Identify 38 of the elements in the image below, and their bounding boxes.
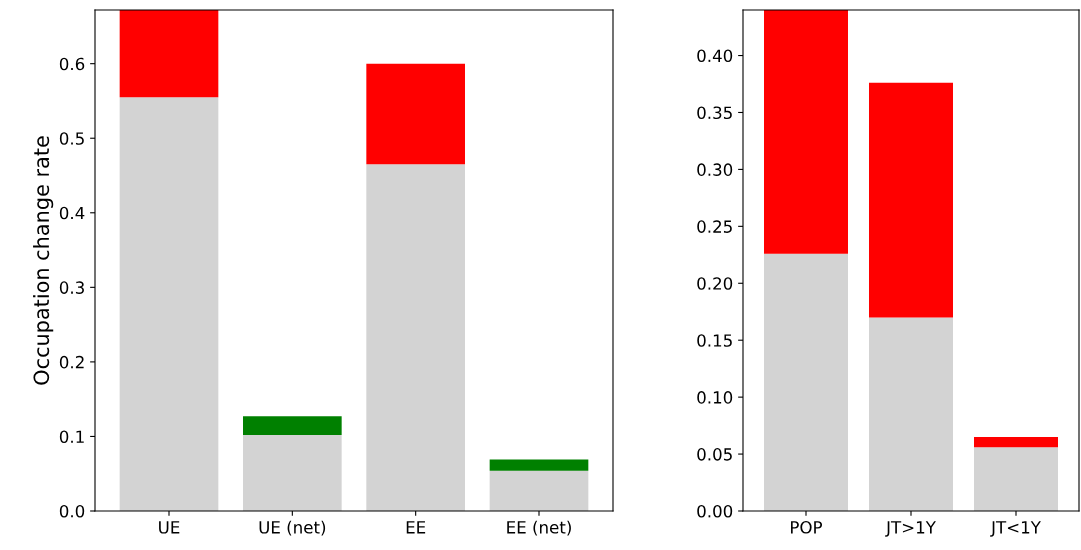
x-tick-label: JT>1Y [885, 521, 936, 537]
x-tick-label: UE [159, 521, 180, 534]
y-tick-label: 0.4 [59, 206, 85, 220]
bar [974, 447, 1058, 511]
x-tick-label: UE (net) [259, 520, 326, 536]
bar [764, 10, 848, 254]
y-tick-label: 0.05 [697, 448, 732, 461]
y-tick-label: 0.6 [59, 57, 85, 71]
x-tick-label: EE [406, 521, 426, 534]
x-tick-label: EE (net) [507, 520, 571, 536]
y-tick-label: 0.40 [697, 49, 733, 63]
bar [764, 253, 848, 511]
bar [489, 459, 589, 471]
y-tick-label: 0.20 [697, 277, 733, 290]
y-tick-label: 0.35 [697, 106, 732, 120]
y-tick-label: 0.15 [697, 334, 732, 347]
y-tick-label: 0.3 [59, 281, 84, 294]
x-tick-label: POP [791, 521, 823, 534]
y-tick-label: 0.25 [697, 220, 732, 233]
y-tick-label: 0.10 [697, 391, 733, 404]
bar [119, 97, 219, 511]
bar [366, 164, 465, 511]
y-tick-label: 0.5 [59, 132, 84, 145]
bar [243, 416, 342, 435]
y-tick-label: 0.1 [59, 430, 84, 444]
bar [366, 63, 465, 165]
bar [974, 436, 1058, 448]
bar [869, 82, 953, 318]
y-tick-label: 0.2 [59, 355, 84, 369]
y-tick-label: 0.0 [59, 504, 85, 518]
x-tick-label: JT<1Y [990, 521, 1041, 537]
bar [119, 10, 219, 98]
bar [869, 317, 953, 511]
bar [243, 434, 342, 511]
y-tick-label: 0.00 [697, 504, 733, 518]
y-axis-title: Occupation change rate [33, 136, 54, 385]
y-tick-label: 0.30 [697, 163, 733, 176]
bar [489, 470, 589, 511]
